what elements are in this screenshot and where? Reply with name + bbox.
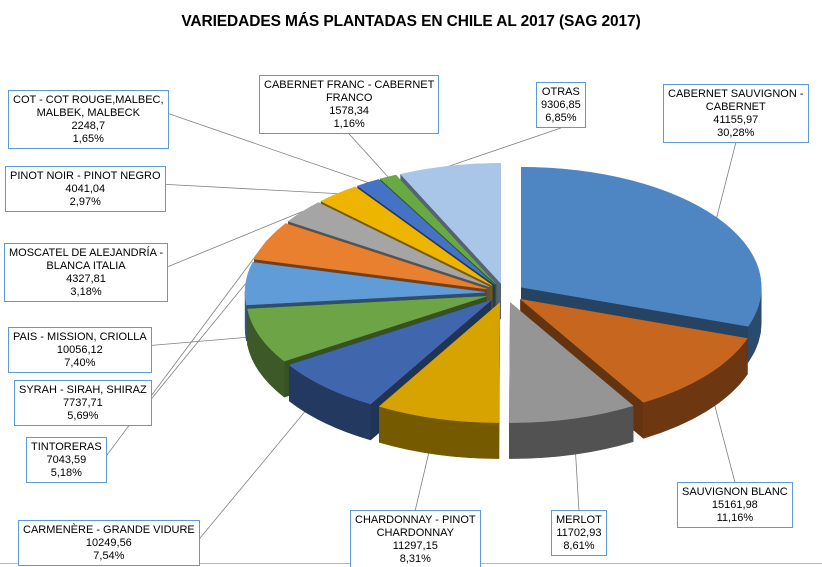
slice-top-face (400, 162, 501, 284)
slice-top-face (288, 299, 492, 405)
slice-callout-pais-mission-criolla: PAIS - MISSION, CRIOLLA 10056,12 7,40% (8, 327, 152, 373)
slice-percent: 1,16% (333, 118, 365, 130)
slice-percent: 7,54% (93, 550, 125, 562)
slice-callout-sauvignon-blanc: SAUVIGNON BLANC 15161,98 11,16% (677, 482, 793, 528)
slice-value: 41155,97 (713, 114, 759, 126)
slice-callout-moscatel-de-alejandr-a-blanca-ital: MOSCATEL DE ALEJANDRÍA - BLANCA ITALIA 432… (4, 243, 169, 302)
slice-value: 15161,98 (711, 499, 758, 511)
leader-line (151, 335, 260, 346)
slice-top-face (519, 298, 748, 403)
slice-label: CABERNET SAUVIGNON - (668, 88, 804, 100)
slice-label: BLANCA ITALIA (46, 260, 126, 272)
slice-value: 7737,71 (62, 397, 103, 409)
slice-percent: 5,69% (67, 410, 99, 422)
slice-value: 4041,04 (65, 183, 106, 195)
slice-percent: 8,31% (399, 553, 431, 565)
slice-label: TINTORERAS (31, 441, 102, 453)
pie-slice-chardonnay-pinot-chardonnay[interactable] (378, 302, 501, 459)
slice-label: CABERNET (705, 101, 766, 113)
slice-callout-tintoreras: TINTORERAS 7043,59 5,18% (26, 437, 107, 483)
slice-label: MERLOT (556, 514, 602, 526)
slice-label: SAUVIGNON BLANC (682, 486, 788, 498)
leader-line (449, 127, 562, 167)
slice-callout-cot-cot-rouge-malbec-malbek-malbec: COT - COT ROUGE,MALBEC, MALBEK, MALBECK 22… (8, 90, 169, 149)
leader-line (168, 113, 369, 183)
slice-top-face (379, 174, 497, 285)
slice-value: 9306,85 (541, 99, 581, 111)
chart-title: VARIEDADES MÁS PLANTADAS EN CHILE AL 201… (181, 13, 641, 30)
slice-label: SYRAH - SIRAH, SHIRAZ (19, 384, 147, 396)
slice-label: PAIS - MISSION, CRIOLLA (13, 331, 147, 343)
slice-top-face (320, 186, 493, 286)
slice-top-face (378, 302, 501, 423)
slice-label: CARMENÈRE - GRANDE VIDURE (23, 524, 195, 536)
slice-label: MALBEK, MALBECK (36, 107, 140, 119)
leader-line (167, 211, 303, 267)
leader-line (199, 386, 326, 539)
leader-line (165, 184, 338, 194)
slice-value: 2248,7 (71, 120, 106, 132)
slice-callout-cabernet-franc-cabernet-franco: CABERNET FRANC - CABERNET FRANCO 1578,34 1,… (259, 75, 440, 134)
slice-value: 10249,56 (85, 537, 132, 549)
leader-line (348, 133, 389, 178)
pie-slice-merlot[interactable] (509, 302, 634, 459)
slice-value: 10056,12 (56, 344, 103, 356)
slice-percent: 1,65% (72, 133, 104, 145)
slice-value: 11297,15 (392, 540, 438, 552)
slice-callout-syrah-sirah-shiraz: SYRAH - SIRAH, SHIRAZ 7737,71 5,69% (14, 380, 152, 426)
slice-percent: 30,28% (717, 127, 755, 139)
slice-percent: 11,16% (716, 512, 754, 524)
slice-percent: 8,61% (563, 540, 595, 552)
slice-label: MOSCATEL DE ALEJANDRÍA - (9, 247, 164, 259)
slice-label: CHARDONNAY - PINOT (355, 514, 476, 526)
slice-top-face (244, 262, 486, 306)
slice-value: 7043,59 (46, 454, 87, 466)
slice-value: 4327,81 (66, 273, 106, 285)
slice-value: 1578,34 (329, 105, 370, 117)
slice-label: COT - COT ROUGE,MALBEC, (13, 94, 164, 106)
slice-callout-otras: OTRAS 9306,85 6,85% (536, 82, 586, 128)
slice-percent: 6,85% (545, 112, 577, 124)
slice-value: 11702,93 (556, 527, 602, 539)
pie-slices (244, 162, 762, 459)
slice-percent: 2,97% (69, 196, 101, 208)
slice-callout-cabernet-sauvignon-cabernet: CABERNET SAUVIGNON - CABERNET 41155,97 30,2… (663, 84, 809, 143)
slice-top-face (253, 223, 487, 290)
slice-top-face (521, 166, 762, 327)
slice-top-face (287, 202, 490, 287)
slice-label: CHARDONNAY (376, 527, 455, 539)
slice-label: FRANCO (325, 92, 373, 104)
slice-percent: 7,40% (64, 357, 96, 369)
slice-callout-merlot: MERLOT 11702,93 8,61% (551, 510, 607, 556)
slice-label: OTRAS (541, 86, 580, 98)
slice-top-face (247, 296, 487, 362)
leader-line (716, 142, 737, 218)
slice-label: CABERNET FRANC - CABERNET (264, 79, 435, 91)
slice-top-face (357, 179, 495, 285)
slice-top-face (509, 302, 634, 423)
slice-percent: 3,18% (70, 286, 102, 298)
slice-callout-pinot-noir-pinot-negro: PINOT NOIR - PINOT NEGRO 4041,04 2,97% (5, 166, 166, 212)
slice-callout-chardonnay-pinot-chardonnay: CHARDONNAY - PINOT CHARDONNAY 11297,15 8,31… (350, 510, 481, 567)
slice-callout-carmen-re-grande-vidure: CARMENÈRE - GRANDE VIDURE 10249,56 7,54% (18, 520, 200, 566)
leader-line (151, 283, 247, 399)
slice-percent: 5,18% (50, 467, 82, 479)
slice-label: PINOT NOIR - PINOT NEGRO (10, 170, 161, 182)
